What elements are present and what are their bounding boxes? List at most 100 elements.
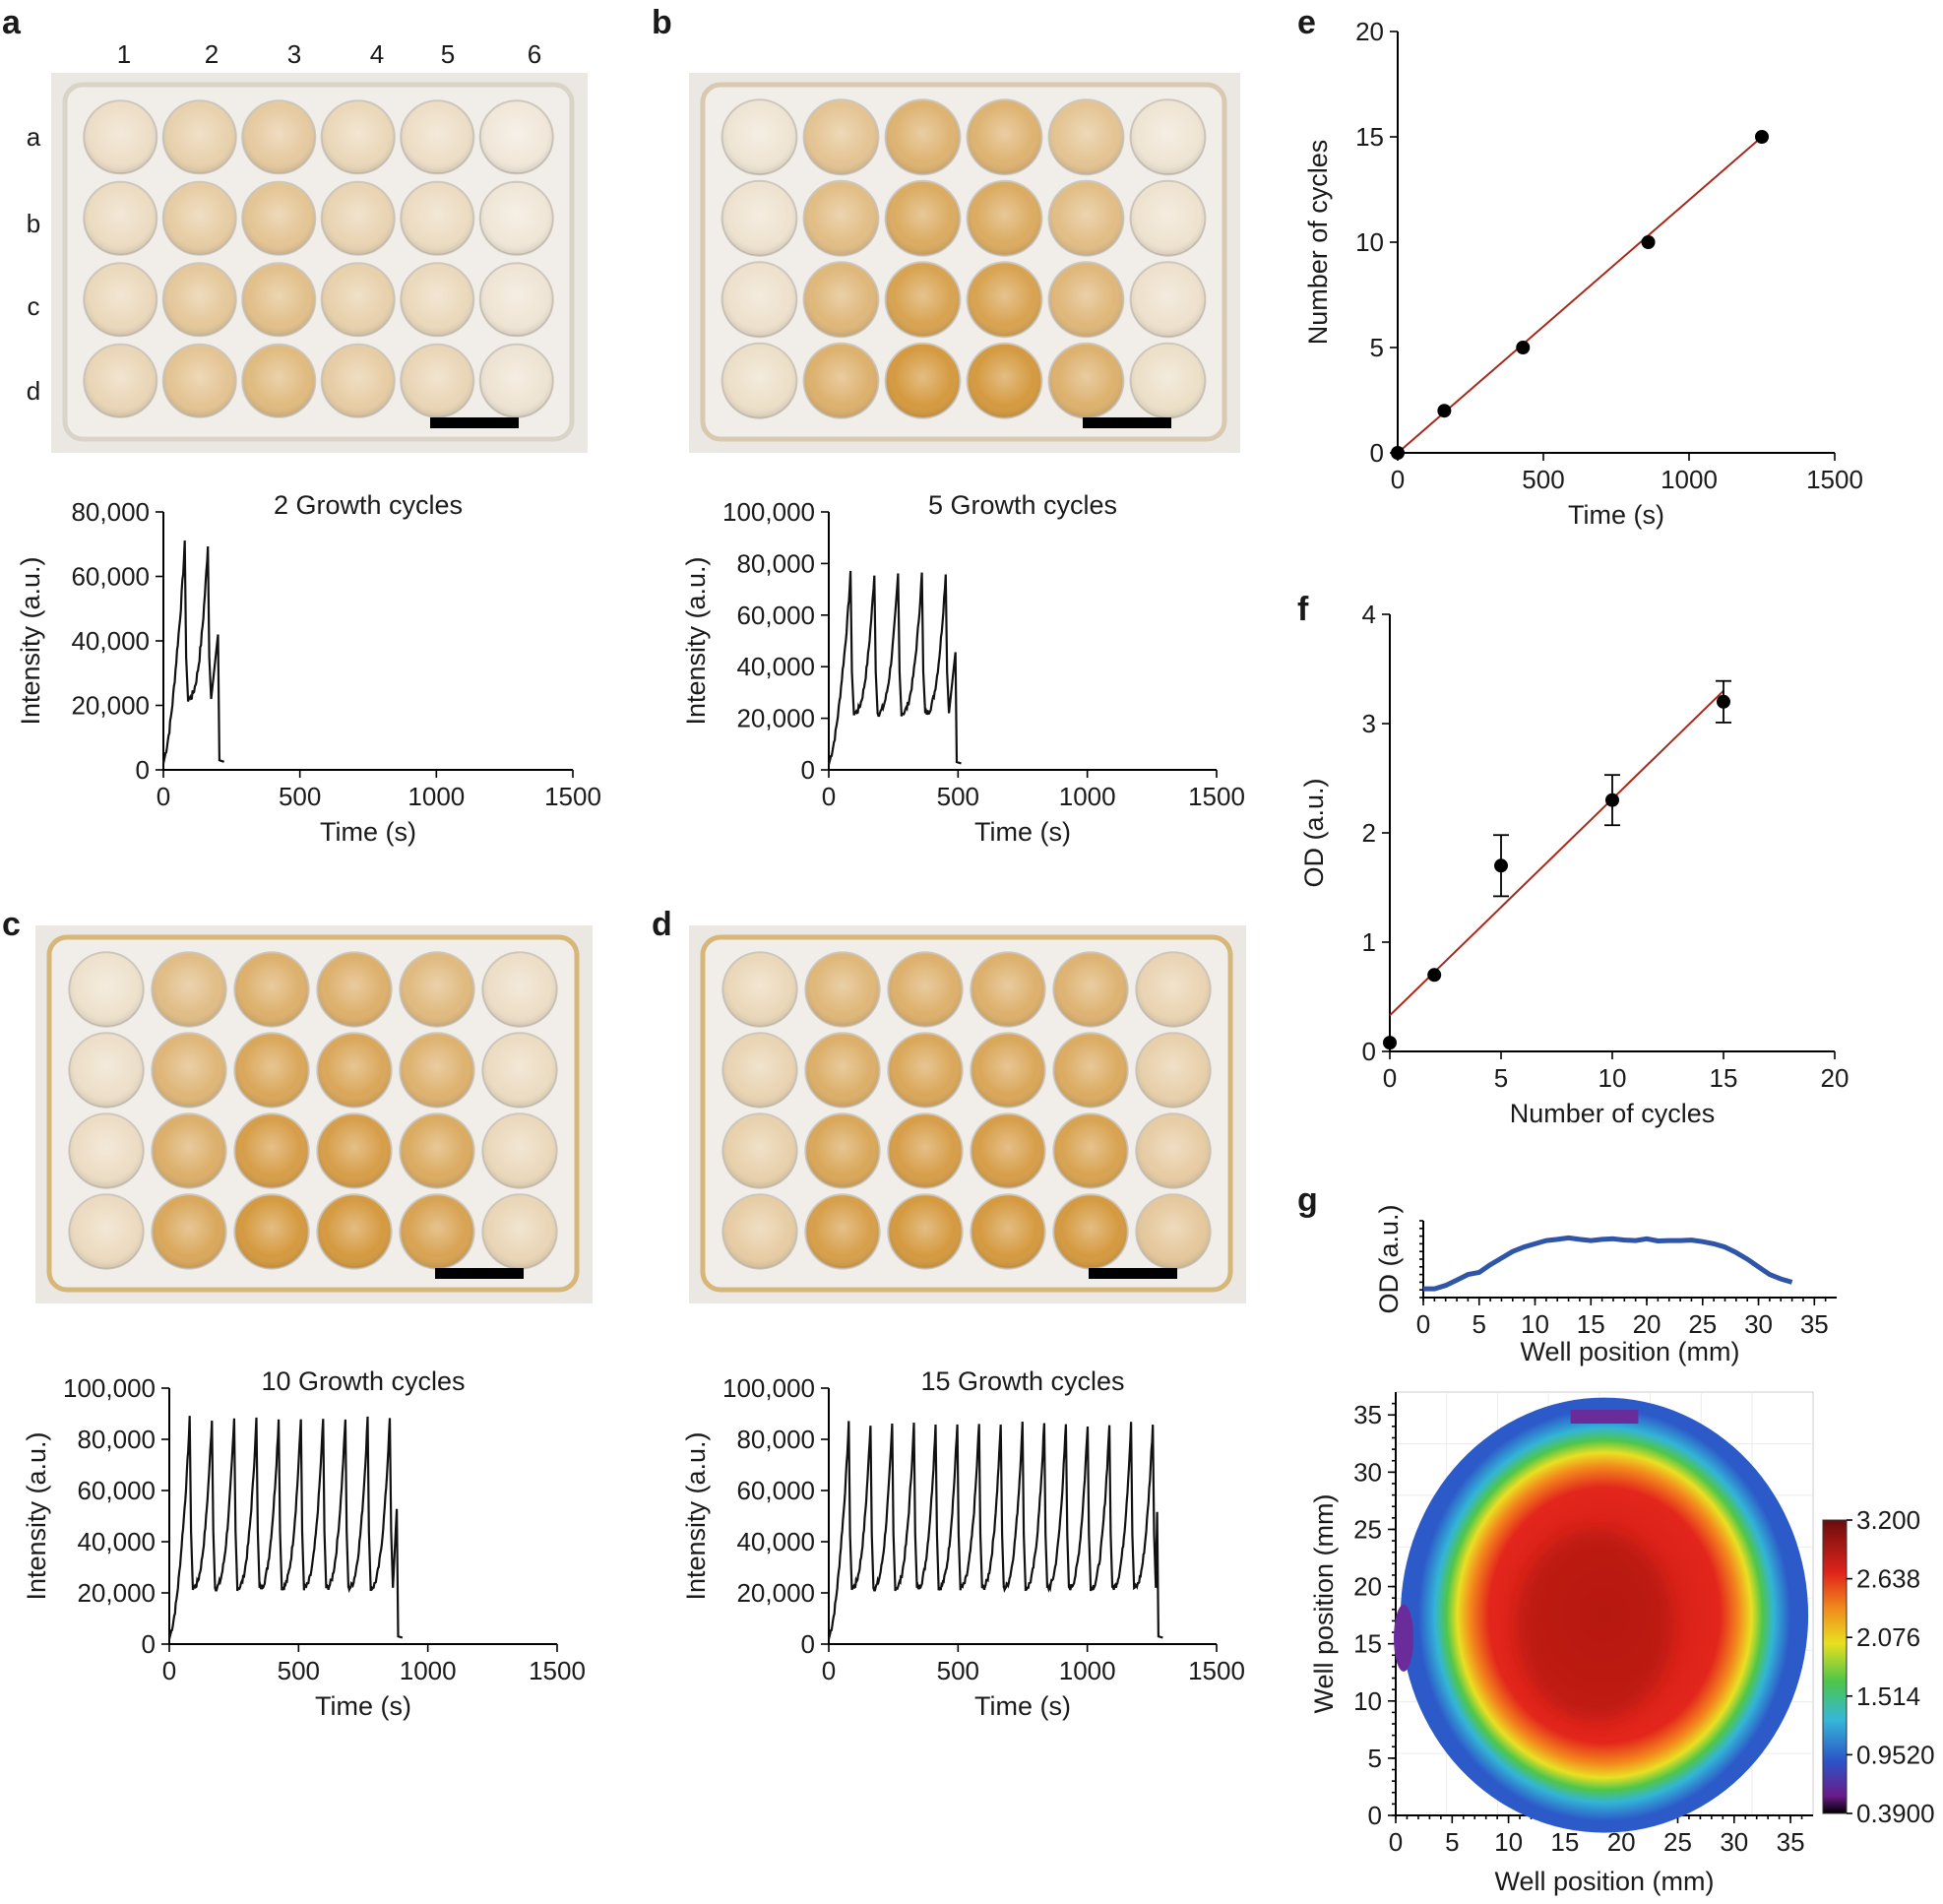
data-point <box>1755 130 1769 144</box>
y-tick-label: 5 <box>1368 1744 1382 1773</box>
well-shade <box>721 343 797 418</box>
well-shade <box>162 181 236 255</box>
well-shade <box>1136 1113 1211 1188</box>
data-point <box>1427 968 1442 983</box>
y-axis-label: Well position (mm) <box>1309 1493 1339 1713</box>
column-label: 1 <box>117 39 131 69</box>
panel-label-b: b <box>652 4 672 41</box>
well-shade <box>84 263 157 337</box>
data-point <box>1641 235 1656 249</box>
well-shade <box>885 343 961 418</box>
well-shade <box>721 262 797 338</box>
y-axis-label: OD (a.u.) <box>1374 1204 1404 1313</box>
well-shade <box>234 952 309 1027</box>
x-axis-label: Time (s) <box>315 1691 411 1721</box>
well-shade <box>967 180 1042 256</box>
colorbar-tick-label: 3.200 <box>1856 1505 1920 1535</box>
data-point <box>1717 694 1730 709</box>
well-shade <box>69 1194 144 1269</box>
well-shade <box>234 1113 309 1188</box>
well-shade <box>1130 99 1206 175</box>
well-shade <box>803 262 879 338</box>
x-tick-label: 500 <box>278 1656 320 1685</box>
y-tick-label: 20 <box>1353 1572 1382 1602</box>
chart-scatter-e: 0 500 1000 1500 0 5 10 15 20 Time (s) Number of cy… <box>1303 17 1863 530</box>
x-tick-label: 20 <box>1821 1063 1849 1093</box>
chart-title: 15 Growth cycles <box>920 1366 1124 1396</box>
intensity-trace <box>827 570 962 766</box>
well-shade <box>1130 343 1206 418</box>
well-shade <box>479 344 553 417</box>
scale-bar <box>430 417 519 428</box>
well-shade <box>317 1033 392 1108</box>
column-label: 3 <box>287 39 301 69</box>
y-tick-label: 2 <box>1362 818 1376 848</box>
well-shade <box>69 1113 144 1188</box>
row-label: d <box>27 376 40 406</box>
colorbar-tick-label: 0.3900 <box>1856 1799 1935 1828</box>
y-axis-label: Intensity (a.u.) <box>681 1431 711 1600</box>
y-tick-label: 15 <box>1353 1629 1382 1659</box>
well-shade <box>1053 1194 1128 1269</box>
well-shade <box>971 1033 1045 1108</box>
well-shade <box>1048 262 1124 338</box>
well-shade <box>401 344 474 417</box>
panel-label-g: g <box>1297 1181 1318 1219</box>
data-point <box>1383 1036 1397 1050</box>
well-shade <box>482 1194 557 1269</box>
well-shade <box>721 99 797 175</box>
x-tick-label: 1500 <box>1806 465 1863 494</box>
x-axis-label: Well position (mm) <box>1520 1337 1739 1366</box>
chart-trace-c: 0 500 1000 1500 0 20,000 40,000 60,000 80,000 100… <box>22 1366 586 1721</box>
panel-label-e: e <box>1297 4 1316 41</box>
well-shade <box>400 952 474 1027</box>
fit-line <box>1389 689 1724 1017</box>
x-tick-label: 500 <box>937 1656 979 1685</box>
column-label: 4 <box>370 39 384 69</box>
row-label: c <box>28 291 40 321</box>
x-tick-label: 0 <box>1383 1063 1397 1093</box>
well-shade <box>162 263 236 337</box>
well-shade <box>1136 952 1211 1027</box>
well-shade <box>152 952 226 1027</box>
x-tick-label: 5 <box>1494 1063 1508 1093</box>
well-shade <box>84 181 157 255</box>
y-tick-label: 0 <box>1362 1037 1376 1066</box>
scale-bar <box>1083 417 1171 428</box>
well-shade <box>321 100 395 174</box>
intensity-trace <box>167 1416 404 1640</box>
well-shade <box>479 181 553 255</box>
heatmap-core <box>1516 1529 1673 1721</box>
x-tick-label: 500 <box>279 782 321 811</box>
y-tick-label: 40,000 <box>736 652 815 681</box>
well-shade <box>242 181 316 255</box>
y-tick-label: 0 <box>801 755 815 785</box>
x-tick-label: 25 <box>1663 1827 1692 1857</box>
y-tick-label: 60,000 <box>736 601 815 630</box>
well-shade <box>803 99 879 175</box>
x-tick-label: 500 <box>937 782 979 811</box>
chart-scatter-f: 0 5 10 15 20 0 1 2 3 4 Number of cycles OD (a.u.) <box>1299 600 1849 1128</box>
plate-photo-a <box>51 73 588 453</box>
well-shade <box>482 1113 557 1188</box>
x-axis-label: Time (s) <box>320 817 416 847</box>
scale-bar <box>1089 1268 1177 1279</box>
well-shade <box>482 1033 557 1108</box>
data-point <box>1605 793 1619 807</box>
y-tick-label: 100,000 <box>63 1373 156 1403</box>
well-shade <box>152 1113 226 1188</box>
well-shade <box>888 1113 963 1188</box>
well-shade <box>803 343 879 418</box>
y-tick-label: 0 <box>1370 438 1384 468</box>
x-tick-label: 1500 <box>1188 1656 1245 1685</box>
od-profile-line <box>1423 1235 1793 1292</box>
well-shade <box>805 952 880 1027</box>
well-shade <box>888 1033 963 1108</box>
well-shade <box>242 344 316 417</box>
heatmap-edge-patch <box>1394 1604 1413 1672</box>
data-point <box>1391 446 1405 460</box>
x-tick-label: 25 <box>1688 1309 1717 1339</box>
data-point <box>1437 404 1452 418</box>
well-shade <box>1130 262 1206 338</box>
